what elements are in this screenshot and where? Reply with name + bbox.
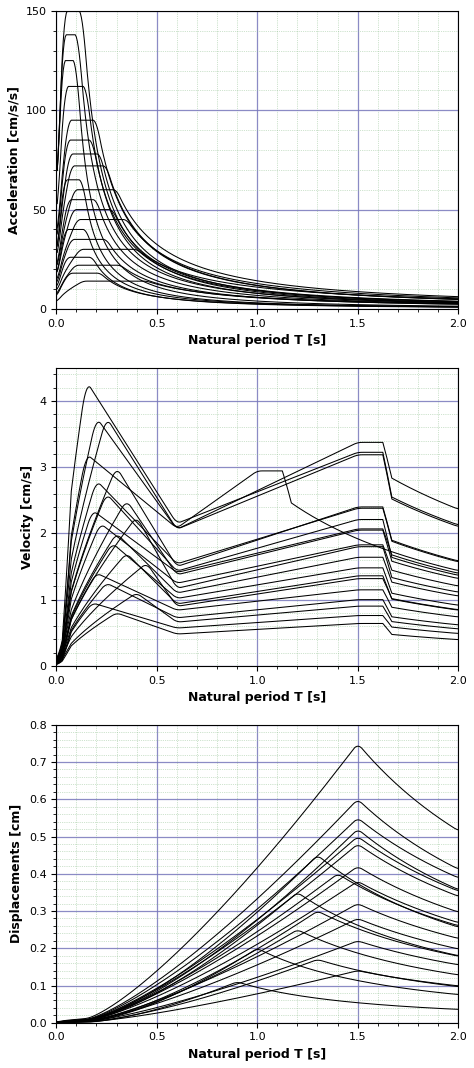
Y-axis label: Displacements [cm]: Displacements [cm] (10, 804, 23, 943)
X-axis label: Natural period T [s]: Natural period T [s] (188, 334, 326, 347)
X-axis label: Natural period T [s]: Natural period T [s] (188, 1048, 326, 1061)
X-axis label: Natural period T [s]: Natural period T [s] (188, 691, 326, 704)
Y-axis label: Acceleration [cm/s/s]: Acceleration [cm/s/s] (7, 85, 20, 234)
Y-axis label: Velocity [cm/s]: Velocity [cm/s] (21, 465, 34, 569)
